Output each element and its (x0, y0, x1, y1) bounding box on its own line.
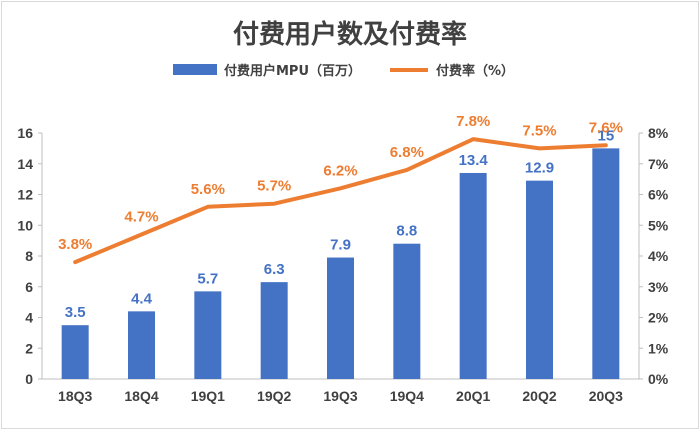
line-point (206, 205, 210, 209)
bar-data-label: 5.7 (197, 270, 218, 287)
line-point (339, 186, 342, 190)
bar-data-label: 8.8 (396, 223, 417, 240)
bar (526, 180, 553, 379)
x-tick-label: 20Q2 (522, 388, 556, 404)
bar (592, 148, 620, 379)
bar-data-label: 6.3 (264, 261, 285, 278)
plot-area: 0 2 4 6 8 10 12 14 16 0% 1% 2% 3% 4% 5% 6% 7% 8% 18Q3 18Q4 1… (17, 113, 668, 404)
legend-line-label: 付费率（%） (436, 63, 514, 79)
line-data-label: 5.6% (191, 181, 225, 198)
y-right-tick-label: 1% (648, 340, 669, 356)
line-data-label: 3.8% (58, 236, 92, 253)
line-point (471, 137, 475, 141)
bar (260, 282, 288, 379)
legend-bar-label: 付费用户MPU（百万） (224, 63, 361, 79)
bar-data-label: 7.9 (330, 237, 351, 254)
y-left-tick-label: 6 (25, 279, 33, 295)
bar-data-label: 13.4 (459, 152, 489, 169)
line-point (538, 146, 541, 150)
x-tick-label: 18Q4 (124, 388, 158, 404)
line-data-label: 7.6% (589, 119, 623, 136)
line-point (73, 260, 77, 264)
bar (459, 172, 487, 379)
y-left-tick-label: 14 (17, 156, 33, 172)
line-data-label: 7.8% (456, 113, 490, 130)
line-data-label: 6.8% (390, 144, 424, 161)
bar (61, 325, 89, 379)
legend-bar-swatch (173, 64, 217, 75)
x-tick-label: 19Q2 (257, 388, 291, 404)
line-data-label: 5.7% (257, 178, 291, 195)
y-right-tick-label: 0% (648, 371, 669, 387)
x-tick-label: 19Q4 (390, 388, 424, 404)
y-left-tick-label: 4 (25, 310, 33, 326)
legend: 付费用户MPU（百万） 付费率（%） (173, 63, 514, 79)
y-right-tick-label: 3% (648, 279, 669, 295)
line-data-label: 6.2% (323, 162, 357, 179)
y-right-tick-label: 2% (648, 310, 669, 326)
line-data-label: 4.7% (124, 208, 158, 225)
x-tick-label: 18Q3 (58, 388, 92, 404)
y-right-tick-label: 8% (648, 125, 669, 141)
bar (194, 291, 222, 379)
y-left-tick-label: 2 (25, 340, 33, 356)
bar (327, 257, 354, 379)
x-tick-label: 20Q3 (589, 388, 623, 404)
y-left-tick-label: 16 (17, 125, 33, 141)
bar-data-label: 3.5 (65, 304, 86, 321)
chart-title: 付费用户数及付费率 (233, 19, 467, 50)
y-right-tick-label: 7% (648, 156, 669, 172)
y-right-tick-label: 5% (648, 217, 669, 233)
line-point (405, 168, 409, 172)
y-left-tick-label: 0 (25, 371, 33, 387)
y-right-tick-label: 6% (648, 187, 669, 203)
y-left-tick-label: 12 (17, 187, 33, 203)
line-point (272, 202, 276, 206)
x-tick-label: 19Q1 (191, 388, 225, 404)
y-left-tick-label: 10 (17, 217, 33, 233)
y-left-tick-label: 8 (25, 248, 33, 264)
bar (393, 243, 421, 379)
bar-data-label: 4.4 (131, 290, 153, 307)
line-point (140, 232, 143, 236)
bar-data-label: 12.9 (525, 160, 554, 177)
x-tick-label: 19Q3 (323, 388, 357, 404)
y-right-tick-label: 4% (648, 248, 669, 264)
line-point (604, 143, 608, 147)
bar (128, 311, 155, 379)
line-data-label: 7.5% (522, 122, 556, 139)
bar-data-label: 15 (597, 127, 614, 144)
x-tick-label: 20Q1 (456, 388, 490, 404)
